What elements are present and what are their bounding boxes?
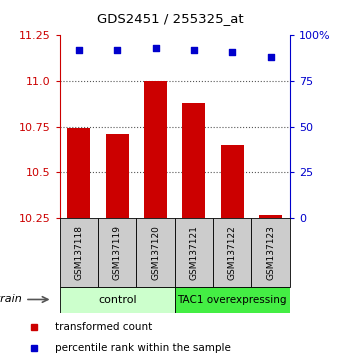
Bar <box>136 218 175 287</box>
Bar <box>221 145 244 218</box>
Bar <box>60 287 175 313</box>
Bar <box>251 218 290 287</box>
Text: GSM137120: GSM137120 <box>151 225 160 280</box>
Bar <box>175 218 213 287</box>
Point <box>115 47 120 53</box>
Text: transformed count: transformed count <box>55 322 152 332</box>
Bar <box>60 218 98 287</box>
Bar <box>98 218 136 287</box>
Bar <box>182 103 205 218</box>
Text: strain: strain <box>0 295 23 304</box>
Text: GDS2451 / 255325_at: GDS2451 / 255325_at <box>97 12 244 25</box>
Bar <box>213 218 251 287</box>
Text: GSM137123: GSM137123 <box>266 225 275 280</box>
Text: GSM137118: GSM137118 <box>74 225 83 280</box>
Bar <box>106 134 129 218</box>
Point <box>153 45 158 51</box>
Bar <box>144 81 167 218</box>
Text: GSM137122: GSM137122 <box>228 225 237 280</box>
Text: GSM137119: GSM137119 <box>113 225 122 280</box>
Point <box>268 55 273 60</box>
Text: percentile rank within the sample: percentile rank within the sample <box>55 343 231 353</box>
Text: GSM137121: GSM137121 <box>190 225 198 280</box>
Text: control: control <box>98 295 136 305</box>
Bar <box>67 129 90 218</box>
Bar <box>259 215 282 218</box>
Text: TAC1 overexpressing: TAC1 overexpressing <box>178 295 287 305</box>
Point <box>191 47 197 53</box>
Point <box>76 47 81 53</box>
Point <box>229 49 235 55</box>
Bar <box>175 287 290 313</box>
